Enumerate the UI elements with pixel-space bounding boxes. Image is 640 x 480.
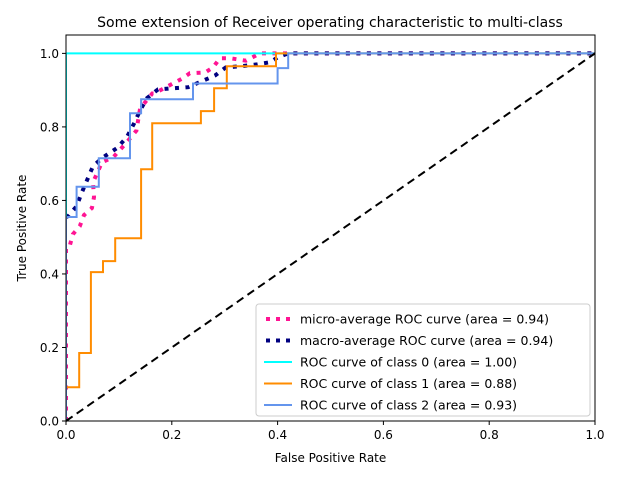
x-axis-label: False Positive Rate [275,451,387,465]
y-tick-label: 0.6 [40,194,59,208]
reference-layer [65,52,596,422]
chance-diagonal-line [65,52,596,422]
x-axis-ticks: 0.0 0.2 0.4 0.6 0.8 1.0 [56,421,605,442]
y-axis-label: True Positive Rate [15,175,29,283]
legend-label-3: ROC curve of class 1 (area = 0.88) [300,376,517,391]
x-tick-label: 1.0 [585,428,604,442]
legend-label-4: ROC curve of class 2 (area = 0.93) [300,398,517,413]
y-tick-label: 0.0 [40,415,59,429]
series-layer [66,51,595,421]
x-tick-label: 0.2 [162,428,181,442]
legend-label-2: ROC curve of class 0 (area = 1.00) [300,355,517,370]
y-axis-ticks: 0.0 0.2 0.4 0.6 0.8 1.0 [40,47,66,429]
legend-entries: micro-average ROC curve (area = 0.94) mac… [264,312,553,413]
series-line-0 [66,51,595,421]
x-tick-label: 0.4 [268,428,287,442]
legend-label-1: macro-average ROC curve (area = 0.94) [300,333,553,348]
y-tick-label: 1.0 [40,47,59,61]
legend-label-0: micro-average ROC curve (area = 0.94) [300,312,549,327]
y-tick-label: 0.2 [40,341,59,355]
chart-title: Some extension of Receiver operating cha… [97,15,563,31]
y-tick-label: 0.4 [40,267,59,281]
series-line-1 [66,51,595,219]
legend: micro-average ROC curve (area = 0.94) mac… [255,303,591,417]
x-tick-label: 0.8 [480,428,499,442]
x-tick-label: 0.0 [56,428,75,442]
axes-frame [65,34,596,422]
series-line-3 [66,52,595,421]
legend-box [255,303,591,417]
x-tick-label: 0.6 [374,428,393,442]
y-tick-label: 0.8 [40,120,59,134]
series-line-4 [66,52,595,421]
